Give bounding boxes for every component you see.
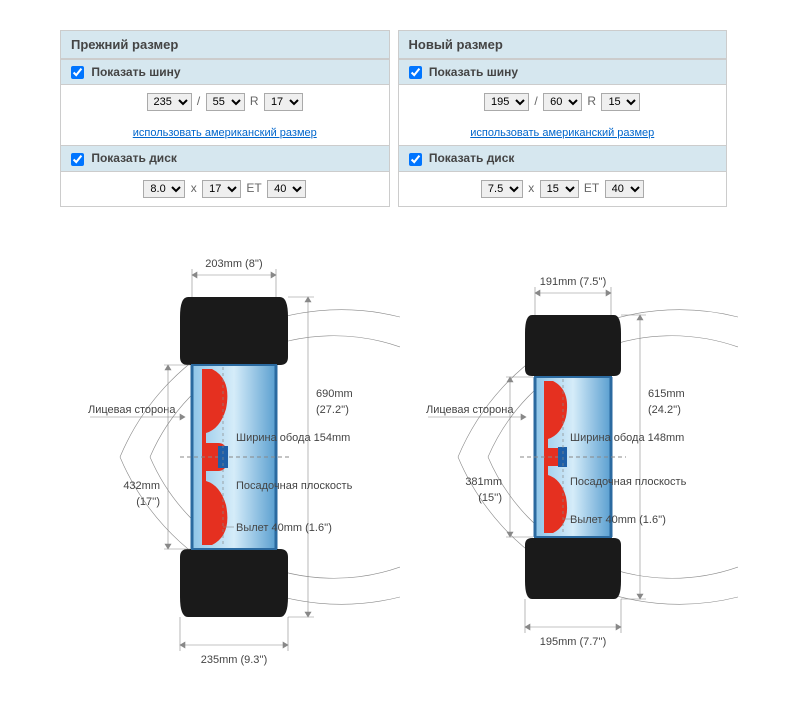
left-diagram: 203mm (8'') 690mm (27.2'') Лицевая сторо… [60,237,390,677]
right-disk-controls: 7.5 x 15 ET 40 [399,172,727,206]
right-tire-controls: 195 / 60 R 15 [399,85,727,119]
right-panel: Новый размер Показать шину 195 / 60 R 15… [398,30,728,207]
tire-section [520,315,626,599]
left-disk-diameter[interactable]: 17 [202,180,241,198]
left-show-tire-row: Показать шину [61,59,389,85]
right-show-disk-label: Показать диск [429,151,515,165]
et-label: ET [246,181,261,195]
et-label: ET [584,181,599,195]
slash: / [197,94,200,108]
face-side: Лицевая сторона [426,404,514,416]
left-us-link-row: использовать американский размер [61,119,389,145]
right-tire-aspect[interactable]: 60 [543,93,582,111]
left-disk-et[interactable]: 40 [267,180,306,198]
left-show-disk-checkbox[interactable] [71,153,84,166]
rim-dia: 381mm [465,476,502,488]
left-disk-controls: 8.0 x 17 ET 40 [61,172,389,206]
x-label: x [191,181,197,195]
left-show-tire-checkbox[interactable] [71,66,84,79]
right-tire-diameter[interactable]: 15 [601,93,640,111]
rim-width-label: 203mm (8'') [205,258,262,270]
right-tire-width[interactable]: 195 [484,93,529,111]
slash: / [534,94,537,108]
left-tire-width[interactable]: 235 [147,93,192,111]
left-disk-width[interactable]: 8.0 [143,180,185,198]
tire-dia-in: (27.2'') [316,404,349,416]
tire-dia: 690mm [316,388,353,400]
right-us-link[interactable]: использовать американский размер [470,127,654,139]
r-label: R [587,94,596,108]
left-tire-controls: 235 / 55 R 17 [61,85,389,119]
mounting: Посадочная плоскость [570,476,687,488]
right-show-tire-row: Показать шину [399,59,727,85]
right-disk-et[interactable]: 40 [605,180,644,198]
left-us-link[interactable]: использовать американский размер [133,127,317,139]
right-us-link-row: использовать американский размер [399,119,727,145]
right-title: Новый размер [399,31,727,59]
tire-width: 235mm (9.3'') [201,654,268,666]
right-show-disk-checkbox[interactable] [409,153,422,166]
rim-dia-in: (17'') [136,496,160,508]
rim-dia: 432mm [123,480,160,492]
offset: Вылет 40mm (1.6'') [570,514,666,526]
rim-dia-in: (15'') [478,492,502,504]
left-show-tire-label: Показать шину [91,65,180,79]
r-label: R [250,94,259,108]
tire-width: 195mm (7.7'') [539,636,606,648]
face-side: Лицевая сторона [88,404,176,416]
right-show-disk-row: Показать диск [399,145,727,171]
rim-width-inside: Ширина обода 148mm [570,432,684,444]
right-diagram: 191mm (7.5'') 615mm (24.2'') Лицевая сто… [398,237,728,677]
tire-dia: 615mm [648,388,685,400]
mounting: Посадочная плоскость [236,480,353,492]
offset: Вылет 40mm (1.6'') [236,522,332,534]
left-tire-aspect[interactable]: 55 [206,93,245,111]
left-show-disk-row: Показать диск [61,145,389,171]
tire-section [180,297,292,617]
left-show-disk-label: Показать диск [91,151,177,165]
rim-width-inside: Ширина обода 154mm [236,432,350,444]
left-title: Прежний размер [61,31,389,59]
tire-dia-in: (24.2'') [648,404,681,416]
rim-width-label: 191mm (7.5'') [539,276,606,288]
right-show-tire-label: Показать шину [429,65,518,79]
right-disk-diameter[interactable]: 15 [540,180,579,198]
left-tire-diameter[interactable]: 17 [264,93,303,111]
right-disk-width[interactable]: 7.5 [481,180,523,198]
left-panel: Прежний размер Показать шину 235 / 55 R … [60,30,390,207]
right-show-tire-checkbox[interactable] [409,66,422,79]
x-label: x [528,181,534,195]
